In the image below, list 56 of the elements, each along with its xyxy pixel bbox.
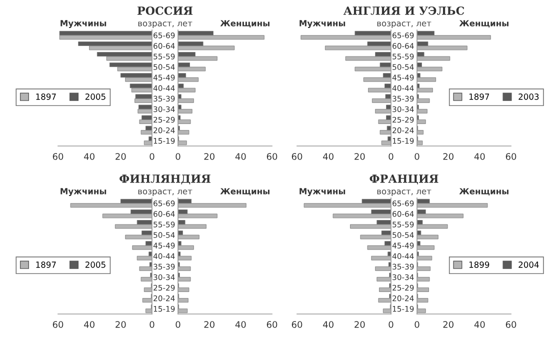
legend-label: 2004 — [518, 262, 539, 268]
legend-label: 1897 — [36, 262, 56, 268]
x-tick-label: 0 — [176, 153, 180, 160]
x-tick-label: 40 — [323, 153, 334, 160]
x-tick-label: 20 — [204, 153, 214, 160]
x-tick-label: 0 — [176, 321, 180, 328]
x-tick-label: 60 — [506, 153, 516, 160]
x-tick-label: 0 — [414, 153, 420, 160]
y-axis-title: возраст, лет — [377, 190, 432, 196]
x-tick-label: 0 — [388, 153, 394, 160]
x-tick-label: 40 — [84, 321, 94, 328]
x-tick-label: 40 — [474, 321, 485, 328]
y-axis-title: возраст, лет — [138, 22, 192, 28]
chart-subtitle: Мужчины — [300, 188, 346, 196]
chart-subtitle: Мужчины — [60, 188, 106, 196]
x-tick-label: 0 — [150, 153, 154, 160]
x-tick-label: 20 — [116, 153, 126, 160]
y-axis-title: возраст, лет — [377, 22, 432, 28]
legend-label: 2003 — [518, 94, 539, 100]
chart-title: АНГЛИЯ И УЭЛЬС — [343, 6, 464, 15]
chart-subtitle: Женщины — [220, 20, 270, 28]
x-tick-label: 60 — [52, 321, 64, 328]
x-tick-label: 0 — [150, 321, 154, 328]
chart-subtitle: Мужчины — [300, 20, 346, 28]
x-tick-label: 0 — [388, 321, 394, 328]
x-tick-label: 60 — [292, 153, 302, 160]
legend-label: 1897 — [469, 94, 490, 100]
x-tick-label: 0 — [414, 321, 420, 328]
legend-label: 2005 — [85, 262, 106, 268]
x-tick-label: 60 — [52, 153, 64, 160]
chart-subtitle: Женщины — [459, 20, 508, 28]
chart-title: РОССИЯ — [138, 6, 193, 15]
x-tick-label: 20 — [354, 321, 365, 328]
legend-label: 1899 — [469, 262, 490, 268]
x-tick-label: 20 — [354, 153, 365, 160]
x-tick-label: 20 — [443, 321, 454, 328]
chart-title: ФРАНЦИЯ — [370, 174, 438, 184]
x-tick-label: 60 — [266, 153, 278, 160]
chart-subtitle: Женщины — [459, 188, 508, 196]
x-tick-label: 60 — [266, 321, 278, 328]
x-tick-label: 40 — [235, 321, 246, 328]
x-tick-label: 40 — [323, 321, 334, 328]
chart-subtitle: Мужчины — [60, 20, 106, 28]
x-tick-label: 20 — [116, 321, 126, 328]
x-tick-label: 60 — [506, 321, 516, 328]
x-tick-label: 40 — [235, 153, 246, 160]
x-tick-label: 20 — [443, 153, 454, 160]
x-tick-label: 40 — [84, 153, 94, 160]
chart-title: ФИНЛЯНДИЯ — [120, 174, 210, 184]
y-axis-title: возраст, лет — [138, 190, 192, 196]
legend-label: 2005 — [85, 94, 106, 100]
x-tick-label: 20 — [204, 321, 214, 328]
x-tick-label: 40 — [474, 153, 485, 160]
x-tick-label: 60 — [292, 321, 302, 328]
legend-label: 1897 — [36, 94, 56, 100]
chart-subtitle: Женщины — [220, 188, 270, 196]
